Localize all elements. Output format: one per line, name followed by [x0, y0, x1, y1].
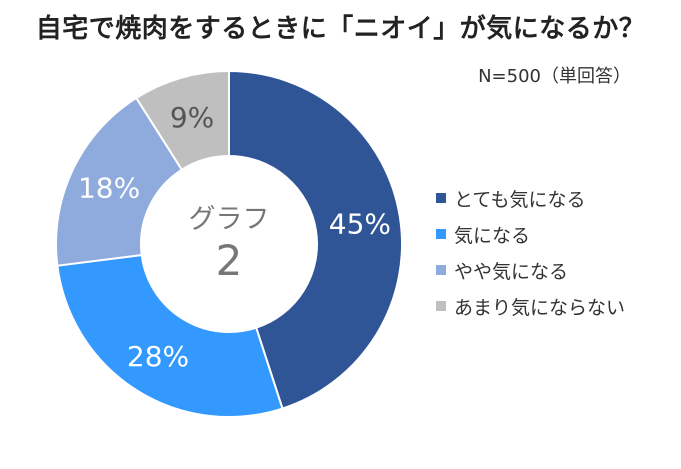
legend-label: とても気になる	[454, 188, 586, 211]
slice-value-label: 9%	[170, 101, 214, 134]
legend-item: 気になる	[436, 216, 625, 252]
donut-slices	[55, 69, 404, 418]
slice-value-label: 28%	[127, 340, 189, 373]
slice-labels: 45% 28% 18% 9%	[78, 101, 391, 373]
slice-3	[55, 96, 184, 267]
chart-title: 自宅で焼肉をするときに「ニオイ」が気になるか？	[35, 14, 646, 44]
center-number: 2	[216, 236, 243, 285]
legend-label: やや気になる	[454, 260, 569, 283]
legend-swatch	[436, 265, 446, 275]
sample-note: N=500（単回答）	[478, 66, 631, 87]
slice-4	[134, 69, 230, 172]
legend-item: あまり気にならない	[436, 288, 625, 324]
legend-label: あまり気にならない	[454, 296, 626, 319]
legend-item: やや気になる	[436, 252, 625, 288]
slice-value-label: 45%	[329, 207, 391, 240]
slice-value-label: 18%	[78, 172, 140, 205]
legend-swatch	[436, 301, 446, 311]
legend-swatch	[436, 193, 446, 203]
legend: とても気になる 気になる やや気になる あまり気にならない	[436, 180, 625, 324]
slice-1	[228, 69, 404, 410]
center-label: グラフ	[189, 204, 270, 235]
legend-item: とても気になる	[436, 180, 625, 216]
legend-swatch	[436, 229, 446, 239]
slice-2	[56, 253, 284, 418]
legend-label: 気になる	[454, 224, 531, 247]
